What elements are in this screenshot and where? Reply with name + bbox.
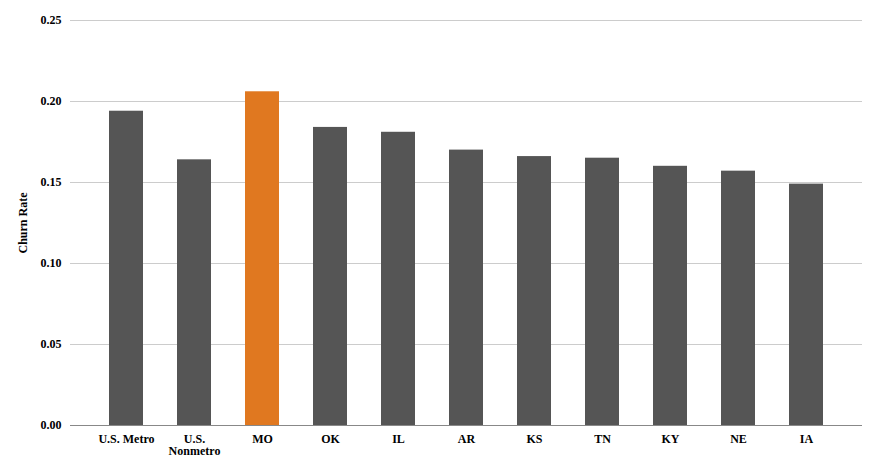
svg-text:U.S. Metro: U.S. Metro [98, 432, 154, 446]
svg-text:0.05: 0.05 [41, 337, 62, 351]
svg-text:IL: IL [392, 432, 405, 446]
svg-text:TN: TN [594, 432, 611, 446]
svg-text:KS: KS [526, 432, 542, 446]
svg-text:0.00: 0.00 [41, 418, 62, 432]
svg-text:NE: NE [730, 432, 747, 446]
svg-text:IA: IA [800, 432, 814, 446]
svg-text:0.25: 0.25 [41, 13, 62, 27]
svg-text:0.10: 0.10 [41, 256, 62, 270]
svg-text:AR: AR [458, 432, 476, 446]
svg-text:U.S.Nonmetro: U.S.Nonmetro [169, 432, 221, 458]
svg-text:Churn Rate: Churn Rate [16, 192, 30, 254]
svg-text:OK: OK [321, 432, 340, 446]
svg-text:0.20: 0.20 [41, 94, 62, 108]
svg-text:MO: MO [252, 432, 273, 446]
svg-text:0.15: 0.15 [41, 175, 62, 189]
svg-text:KY: KY [662, 432, 680, 446]
